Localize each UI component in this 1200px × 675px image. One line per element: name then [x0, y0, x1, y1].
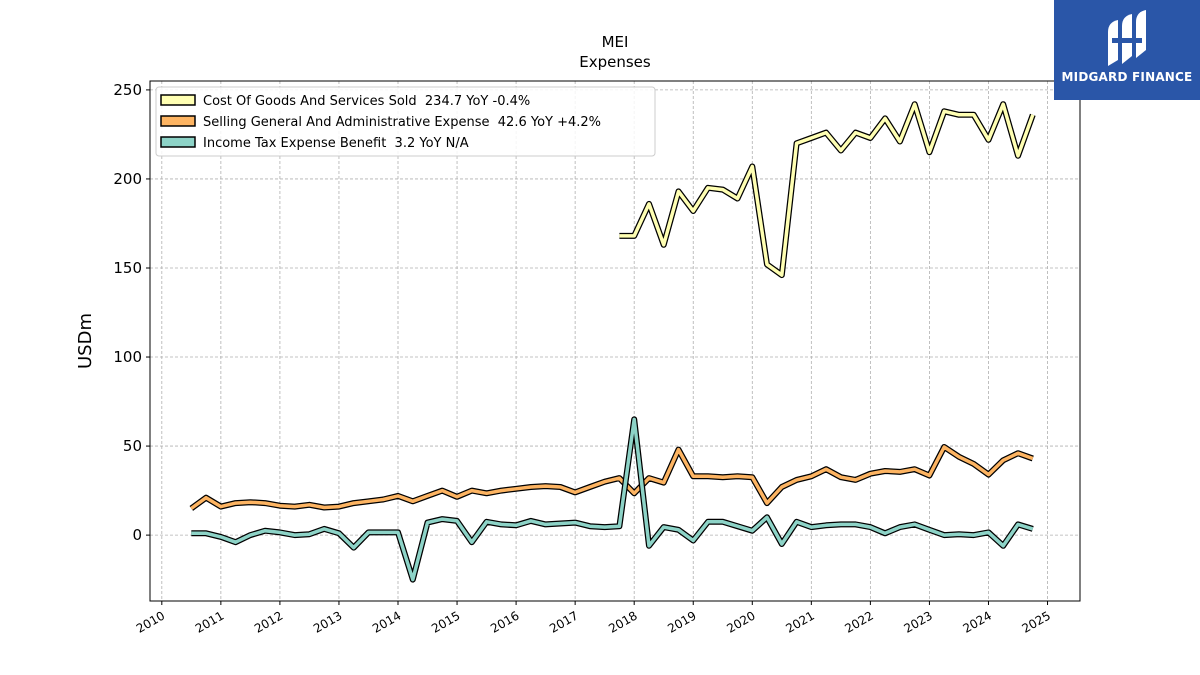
x-tick-label: 2021 [783, 608, 816, 635]
x-tick-label: 2016 [488, 608, 521, 635]
midgard-logo-icon [1108, 10, 1146, 66]
x-tick-label: 2010 [134, 608, 167, 635]
x-tick-label: 2013 [311, 608, 344, 635]
x-tick-label: 2015 [429, 608, 462, 635]
legend-label-2: Income Tax Expense Benefit 3.2 YoY N/A [203, 136, 469, 151]
series-line-1 [190, 445, 1034, 510]
x-tick-label: 2024 [961, 608, 994, 635]
brand-logo: MIDGARD FINANCE [1054, 0, 1200, 100]
x-tick-label: 2017 [547, 608, 580, 635]
y-axis-label: USDm [75, 313, 96, 369]
x-tick-label: 2020 [724, 608, 757, 635]
brand-name: MIDGARD FINANCE [1061, 70, 1193, 84]
chart-title: MEI [602, 33, 629, 51]
x-tick-label: 2018 [606, 608, 639, 635]
series-outline-1 [189, 444, 1034, 511]
x-tick-label: 2023 [901, 608, 934, 635]
x-tick-label: 2022 [842, 608, 875, 635]
series-line-0 [619, 102, 1035, 277]
y-axis: 0 50 100 150 200 250 [113, 81, 150, 544]
legend-swatch-2 [160, 136, 196, 148]
chart-legend: Cost Of Goods And Services Sold 234.7 Yo… [155, 86, 656, 157]
series-lines [189, 101, 1036, 583]
y-tick-label: 100 [113, 348, 142, 366]
legend-label-1: Selling General And Administrative Expen… [203, 115, 601, 130]
legend-box [155, 86, 656, 157]
x-axis: 2010 2011 2012 2013 2014 2015 2016 2017 2018 2019… [134, 601, 1053, 636]
series-outline-0 [619, 101, 1036, 279]
x-tick-label: 2019 [665, 608, 698, 635]
y-tick-label: 200 [113, 170, 142, 188]
series-outline-2 [191, 416, 1034, 583]
y-tick-label: 50 [123, 437, 142, 455]
x-tick-label: 2011 [193, 608, 226, 635]
x-tick-label: 2014 [370, 608, 403, 635]
legend-swatch-1 [160, 115, 196, 127]
legend-swatch-0 [160, 94, 196, 106]
grid-lines [150, 81, 1080, 601]
chart-subtitle: Expenses [579, 53, 651, 71]
y-tick-label: 150 [113, 259, 142, 277]
y-tick-label: 250 [113, 81, 142, 99]
x-tick-label: 2025 [1020, 608, 1053, 635]
series-line-2 [191, 417, 1034, 582]
y-tick-label: 0 [132, 526, 142, 544]
x-tick-label: 2012 [252, 608, 285, 635]
plot-frame [149, 80, 1081, 602]
legend-label-0: Cost Of Goods And Services Sold 234.7 Yo… [203, 94, 530, 109]
